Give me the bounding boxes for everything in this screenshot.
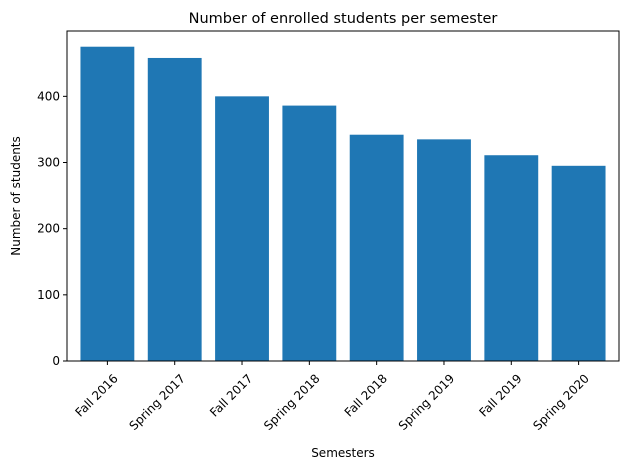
y-tick-label: 400	[37, 89, 60, 103]
bar-spring-2017	[147, 57, 202, 362]
plot-frame	[66, 30, 620, 362]
bars-group	[80, 46, 606, 362]
bar-fall-2019	[484, 155, 539, 361]
y-tick-label: 100	[37, 288, 60, 302]
x-tick-label: Spring 2020	[530, 371, 592, 433]
x-tick-label: Fall 2019	[476, 371, 524, 419]
x-axis: Fall 2016 Spring 2017 Fall 2017 Spring 2018…	[73, 361, 592, 433]
x-tick-label: Spring 2019	[396, 371, 458, 433]
x-tick-label: Spring 2018	[261, 371, 323, 433]
chart-title: Number of enrolled students per semester	[189, 11, 498, 27]
bar-spring-2020	[551, 165, 606, 361]
y-tick-label: 200	[37, 222, 60, 236]
y-tick-label: 300	[37, 156, 60, 170]
bar-spring-2019	[417, 139, 471, 361]
x-tick-label: Fall 2016	[73, 371, 121, 419]
y-axis: 0 100 200 300 400	[37, 89, 67, 368]
x-tick-label: Fall 2018	[342, 371, 390, 419]
x-tick-label: Fall 2017	[207, 371, 255, 419]
x-tick-label: Spring 2017	[126, 371, 188, 433]
bar-fall-2017	[215, 96, 269, 361]
y-axis-label: Number of students	[9, 136, 23, 256]
x-axis-label: Semesters	[311, 446, 375, 460]
y-tick-label: 0	[52, 354, 60, 368]
bar-spring-2018	[282, 105, 337, 361]
bar-fall-2018	[349, 134, 404, 361]
bar-fall-2016	[80, 46, 135, 362]
